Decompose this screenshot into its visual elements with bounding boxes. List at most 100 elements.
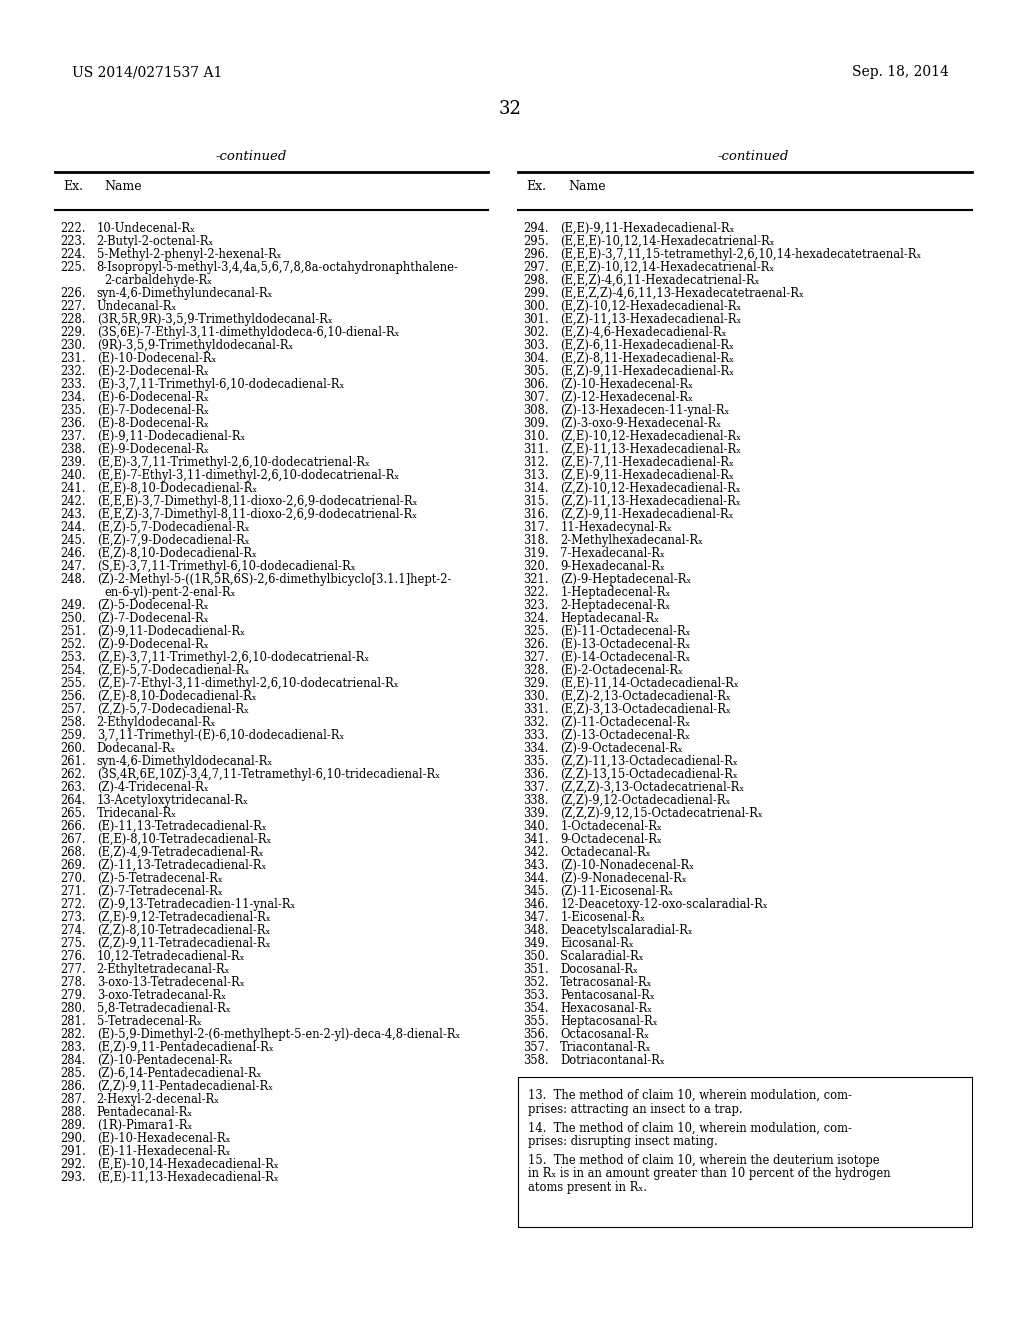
- Text: 230.: 230.: [59, 339, 85, 352]
- Text: 302.: 302.: [523, 326, 549, 339]
- Text: 15.  The method of claim 10, wherein the deuterium isotope: 15. The method of claim 10, wherein the …: [528, 1154, 880, 1167]
- Text: 1-Octadecenal-Rₓ: 1-Octadecenal-Rₓ: [560, 820, 663, 833]
- Text: 286.: 286.: [59, 1080, 85, 1093]
- Text: 231.: 231.: [59, 352, 85, 366]
- Text: 334.: 334.: [523, 742, 549, 755]
- Text: Docosanal-Rₓ: Docosanal-Rₓ: [560, 964, 638, 975]
- FancyBboxPatch shape: [518, 1077, 972, 1228]
- Text: 303.: 303.: [523, 339, 549, 352]
- Text: (Z,Z)-10,12-Hexadecadienal-Rₓ: (Z,Z)-10,12-Hexadecadienal-Rₓ: [560, 482, 741, 495]
- Text: (Z)-10-Pentadecenal-Rₓ: (Z)-10-Pentadecenal-Rₓ: [96, 1053, 232, 1067]
- Text: US 2014/0271537 A1: US 2014/0271537 A1: [72, 65, 222, 79]
- Text: (Z)-12-Hexadecenal-Rₓ: (Z)-12-Hexadecenal-Rₓ: [560, 391, 693, 404]
- Text: (E,E)-3,7,11-Trimethyl-2,6,10-dodecatrienal-Rₓ: (E,E)-3,7,11-Trimethyl-2,6,10-dodecatrie…: [96, 455, 370, 469]
- Text: 333.: 333.: [523, 729, 549, 742]
- Text: 13-Acetyloxytridecanal-Rₓ: 13-Acetyloxytridecanal-Rₓ: [96, 795, 249, 807]
- Text: (E)-9-Dodecenal-Rₓ: (E)-9-Dodecenal-Rₓ: [96, 444, 209, 455]
- Text: 268.: 268.: [59, 846, 85, 859]
- Text: Heptacosanal-Rₓ: Heptacosanal-Rₓ: [560, 1015, 657, 1028]
- Text: 329.: 329.: [523, 677, 549, 690]
- Text: Deacetylscalaradial-Rₓ: Deacetylscalaradial-Rₓ: [560, 924, 693, 937]
- Text: (Z,Z)-13,15-Octadecadienal-Rₓ: (Z,Z)-13,15-Octadecadienal-Rₓ: [560, 768, 738, 781]
- Text: 2-Ethyltetradecanal-Rₓ: 2-Ethyltetradecanal-Rₓ: [96, 964, 230, 975]
- Text: 342.: 342.: [523, 846, 549, 859]
- Text: 341.: 341.: [523, 833, 549, 846]
- Text: 314.: 314.: [523, 482, 549, 495]
- Text: 277.: 277.: [59, 964, 86, 975]
- Text: 272.: 272.: [59, 898, 85, 911]
- Text: (E,Z)-11,13-Hexadecadienal-Rₓ: (E,Z)-11,13-Hexadecadienal-Rₓ: [560, 313, 741, 326]
- Text: (Z)-7-Dodecenal-Rₓ: (Z)-7-Dodecenal-Rₓ: [96, 612, 208, 624]
- Text: (Z,Z)-9,12-Octadecadienal-Rₓ: (Z,Z)-9,12-Octadecadienal-Rₓ: [560, 795, 730, 807]
- Text: 348.: 348.: [523, 924, 549, 937]
- Text: 349.: 349.: [523, 937, 549, 950]
- Text: 295.: 295.: [523, 235, 549, 248]
- Text: 320.: 320.: [523, 560, 549, 573]
- Text: 5-Methyl-2-phenyl-2-hexenal-Rₓ: 5-Methyl-2-phenyl-2-hexenal-Rₓ: [96, 248, 282, 261]
- Text: 248.: 248.: [59, 573, 85, 586]
- Text: 290.: 290.: [59, 1133, 86, 1144]
- Text: (E)-5,9-Dimethyl-2-(6-methylhept-5-en-2-yl)-deca-4,8-dienal-Rₓ: (E)-5,9-Dimethyl-2-(6-methylhept-5-en-2-…: [96, 1028, 460, 1041]
- Text: 3,7,11-Trimethyl-(E)-6,10-dodecadienal-Rₓ: 3,7,11-Trimethyl-(E)-6,10-dodecadienal-R…: [96, 729, 344, 742]
- Text: 330.: 330.: [523, 690, 549, 704]
- Text: 240.: 240.: [59, 469, 85, 482]
- Text: (E,E)-10,14-Hexadecadienal-Rₓ: (E,E)-10,14-Hexadecadienal-Rₓ: [96, 1158, 279, 1171]
- Text: (E,E,E)-10,12,14-Hexadecatrienal-Rₓ: (E,E,E)-10,12,14-Hexadecatrienal-Rₓ: [560, 235, 775, 248]
- Text: 222.: 222.: [59, 222, 85, 235]
- Text: 252.: 252.: [59, 638, 85, 651]
- Text: 331.: 331.: [523, 704, 549, 715]
- Text: 234.: 234.: [59, 391, 85, 404]
- Text: (E,Z)-9,11-Hexadecadienal-Rₓ: (E,Z)-9,11-Hexadecadienal-Rₓ: [560, 366, 734, 378]
- Text: 282.: 282.: [59, 1028, 85, 1041]
- Text: 353.: 353.: [523, 989, 549, 1002]
- Text: en-6-yl)-pent-2-enal-Rₓ: en-6-yl)-pent-2-enal-Rₓ: [104, 586, 237, 599]
- Text: (E,E,Z)-10,12,14-Hexadecatrienal-Rₓ: (E,E,Z)-10,12,14-Hexadecatrienal-Rₓ: [560, 261, 774, 275]
- Text: 265.: 265.: [59, 807, 85, 820]
- Text: 8-Isopropyl-5-methyl-3,4,4a,5,6,7,8,8a-octahydronaphthalene-: 8-Isopropyl-5-methyl-3,4,4a,5,6,7,8,8a-o…: [96, 261, 459, 275]
- Text: 262.: 262.: [59, 768, 85, 781]
- Text: 309.: 309.: [523, 417, 549, 430]
- Text: 355.: 355.: [523, 1015, 549, 1028]
- Text: 344.: 344.: [523, 873, 549, 884]
- Text: 253.: 253.: [59, 651, 85, 664]
- Text: Ex.: Ex.: [62, 180, 83, 193]
- Text: (E)-6-Dodecenal-Rₓ: (E)-6-Dodecenal-Rₓ: [96, 391, 209, 404]
- Text: 338.: 338.: [523, 795, 549, 807]
- Text: Scalaradial-Rₓ: Scalaradial-Rₓ: [560, 950, 644, 964]
- Text: 278.: 278.: [59, 975, 85, 989]
- Text: 311.: 311.: [523, 444, 549, 455]
- Text: (Z,Z)-9,11-Pentadecadienal-Rₓ: (Z,Z)-9,11-Pentadecadienal-Rₓ: [96, 1080, 272, 1093]
- Text: (Z,E)-10,12-Hexadecadienal-Rₓ: (Z,E)-10,12-Hexadecadienal-Rₓ: [560, 430, 741, 444]
- Text: 250.: 250.: [59, 612, 86, 624]
- Text: (Z)-10-Hexadecenal-Rₓ: (Z)-10-Hexadecenal-Rₓ: [560, 378, 693, 391]
- Text: 292.: 292.: [59, 1158, 85, 1171]
- Text: 343.: 343.: [523, 859, 549, 873]
- Text: (9R)-3,5,9-Trimethyldodecanal-Rₓ: (9R)-3,5,9-Trimethyldodecanal-Rₓ: [96, 339, 293, 352]
- Text: 356.: 356.: [523, 1028, 549, 1041]
- Text: 241.: 241.: [59, 482, 85, 495]
- Text: 271.: 271.: [59, 884, 86, 898]
- Text: (E)-7-Dodecenal-Rₓ: (E)-7-Dodecenal-Rₓ: [96, 404, 209, 417]
- Text: (Z)-9,13-Tetradecadien-11-ynal-Rₓ: (Z)-9,13-Tetradecadien-11-ynal-Rₓ: [96, 898, 295, 911]
- Text: 267.: 267.: [59, 833, 85, 846]
- Text: 315.: 315.: [523, 495, 549, 508]
- Text: 304.: 304.: [523, 352, 549, 366]
- Text: (Z)-11,13-Tetradecadienal-Rₓ: (Z)-11,13-Tetradecadienal-Rₓ: [96, 859, 266, 873]
- Text: 352.: 352.: [523, 975, 549, 989]
- Text: in Rₓ is in an amount greater than 10 percent of the hydrogen: in Rₓ is in an amount greater than 10 pe…: [528, 1167, 891, 1180]
- Text: (Z,E)-7-Ethyl-3,11-dimethyl-2,6,10-dodecatrienal-Rₓ: (Z,E)-7-Ethyl-3,11-dimethyl-2,6,10-dodec…: [96, 677, 398, 690]
- Text: (E)-9,11-Dodecadienal-Rₓ: (E)-9,11-Dodecadienal-Rₓ: [96, 430, 245, 444]
- Text: (E,E,E)-3,7-Dimethyl-8,11-dioxo-2,6,9-dodecatrienal-Rₓ: (E,E,E)-3,7-Dimethyl-8,11-dioxo-2,6,9-do…: [96, 495, 417, 508]
- Text: (3S,4R,6E,10Z)-3,4,7,11-Tetramethyl-6,10-tridecadienal-Rₓ: (3S,4R,6E,10Z)-3,4,7,11-Tetramethyl-6,10…: [96, 768, 440, 781]
- Text: 10,12-Tetradecadienal-Rₓ: 10,12-Tetradecadienal-Rₓ: [96, 950, 245, 964]
- Text: 321.: 321.: [523, 573, 549, 586]
- Text: (Z,Z)-11,13-Hexadecadienal-Rₓ: (Z,Z)-11,13-Hexadecadienal-Rₓ: [560, 495, 741, 508]
- Text: 319.: 319.: [523, 546, 549, 560]
- Text: (E)-3,7,11-Trimethyl-6,10-dodecadienal-Rₓ: (E)-3,7,11-Trimethyl-6,10-dodecadienal-R…: [96, 378, 344, 391]
- Text: (E)-11-Octadecenal-Rₓ: (E)-11-Octadecenal-Rₓ: [560, 624, 690, 638]
- Text: (Z,E)-5,7-Dodecadienal-Rₓ: (Z,E)-5,7-Dodecadienal-Rₓ: [96, 664, 249, 677]
- Text: (E,Z)-9,11-Pentadecadienal-Rₓ: (E,Z)-9,11-Pentadecadienal-Rₓ: [96, 1041, 273, 1053]
- Text: Triacontanal-Rₓ: Triacontanal-Rₓ: [560, 1041, 652, 1053]
- Text: 7-Hexadecanal-Rₓ: 7-Hexadecanal-Rₓ: [560, 546, 665, 560]
- Text: (E)-2-Dodecenal-Rₓ: (E)-2-Dodecenal-Rₓ: [96, 366, 209, 378]
